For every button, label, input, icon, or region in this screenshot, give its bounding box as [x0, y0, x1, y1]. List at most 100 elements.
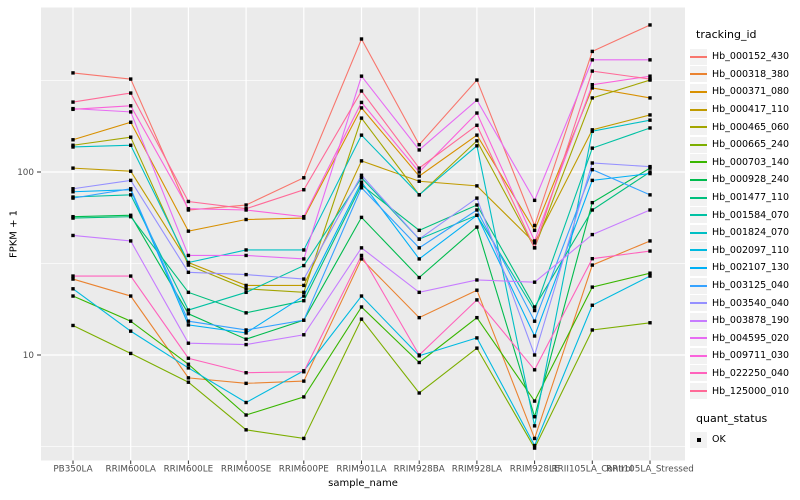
series-color-swatch-icon [690, 319, 707, 322]
data-point [417, 179, 421, 183]
series-color-swatch-icon [690, 337, 707, 340]
data-point [244, 272, 248, 277]
data-point [244, 342, 248, 347]
data-point [475, 184, 479, 188]
legend-label: Hb_001477_110 [712, 192, 790, 204]
data-point [359, 116, 364, 120]
series-color-swatch-icon [690, 266, 707, 269]
data-point [532, 246, 537, 250]
data-point [302, 248, 306, 252]
data-point [359, 173, 364, 177]
data-point [302, 370, 306, 374]
series-color-swatch-icon [690, 354, 707, 357]
x-tick-labels: PB350LA RRIM600LA RRIM600LE RRIM600SE RRIM60… [53, 465, 694, 475]
data-point [71, 287, 75, 291]
data-point [186, 229, 191, 233]
data-point [590, 256, 594, 261]
data-point [129, 214, 133, 219]
x-tick-label: RRIM600SE [221, 465, 271, 475]
data-point [186, 319, 191, 323]
data-point [129, 110, 133, 114]
data-point [129, 193, 133, 197]
data-point [302, 299, 306, 303]
data-point [590, 146, 594, 150]
legend-entry-Hb_004595_020: Hb_004595_020 [690, 330, 798, 348]
legend-key [690, 347, 707, 364]
legend-label: Hb_000318_380 [712, 68, 790, 80]
legend-label: Hb_009711_030 [712, 350, 790, 362]
data-point [648, 164, 652, 169]
data-point [244, 217, 248, 222]
data-point [475, 208, 479, 212]
legend-entry-Hb_000703_140: Hb_000703_140 [690, 154, 798, 172]
data-point [71, 233, 75, 238]
series-color-swatch-icon [690, 372, 707, 375]
data-point [71, 190, 75, 194]
legend-entries: Hb_000152_430 Hb_000318_380 Hb_000371_080 H… [690, 48, 798, 400]
data-point [590, 82, 594, 87]
data-point [129, 319, 133, 323]
data-point [590, 49, 594, 54]
data-point [302, 379, 306, 383]
data-point [359, 215, 364, 220]
data-point [532, 305, 537, 309]
data-point [648, 249, 652, 253]
legend-label: Hb_000665_240 [712, 139, 790, 151]
data-point [475, 133, 479, 137]
legend-key [690, 154, 707, 171]
data-point [302, 294, 306, 298]
legend-key [690, 136, 707, 153]
data-point [590, 167, 594, 172]
data-point [475, 144, 479, 148]
data-point [186, 207, 191, 211]
data-points [71, 23, 652, 450]
data-point [417, 246, 421, 250]
data-point [129, 169, 133, 173]
data-point [129, 351, 133, 356]
legend-key [690, 312, 707, 329]
data-point [532, 223, 537, 228]
data-point [417, 391, 421, 395]
x-axis-title: sample_name [328, 478, 398, 489]
data-point [129, 77, 133, 81]
data-point [590, 303, 594, 307]
data-point [648, 274, 652, 278]
data-point [648, 126, 652, 130]
legend-entry-Hb_003540_040: Hb_003540_040 [690, 294, 798, 312]
legend-label: Hb_003125_040 [712, 280, 790, 292]
data-point [359, 257, 364, 261]
series-color-swatch-icon [690, 108, 707, 111]
data-point [475, 203, 479, 207]
data-point [648, 74, 652, 78]
series-color-swatch-icon [690, 302, 707, 305]
data-point [302, 290, 306, 295]
data-point [648, 208, 652, 212]
data-point [648, 96, 652, 100]
legend-label: Hb_002107_130 [712, 262, 790, 274]
data-point [590, 129, 594, 133]
data-point [532, 424, 537, 428]
legend-label: Hb_000703_140 [712, 156, 790, 168]
data-point [129, 329, 133, 333]
legend-label: Hb_003540_040 [712, 297, 790, 309]
legend-entry-Hb_000371_080: Hb_000371_080 [690, 83, 798, 101]
data-point [417, 275, 421, 280]
data-point [302, 176, 306, 180]
data-point [71, 145, 75, 149]
data-point [648, 113, 652, 117]
data-point [71, 71, 75, 75]
data-point [244, 331, 248, 335]
legend-entry-Hb_000928_240: Hb_000928_240 [690, 171, 798, 189]
data-point [417, 315, 421, 320]
data-point [648, 77, 652, 81]
data-point [71, 143, 75, 147]
legend-entry-Hb_001477_110: Hb_001477_110 [690, 189, 798, 207]
data-point [186, 270, 191, 275]
data-point [532, 228, 537, 233]
data-point [417, 353, 421, 357]
x-tick-label: RRIM600PE [279, 465, 329, 475]
data-point [244, 253, 248, 258]
data-point [302, 257, 306, 261]
data-point [186, 366, 191, 370]
data-point [244, 311, 248, 315]
